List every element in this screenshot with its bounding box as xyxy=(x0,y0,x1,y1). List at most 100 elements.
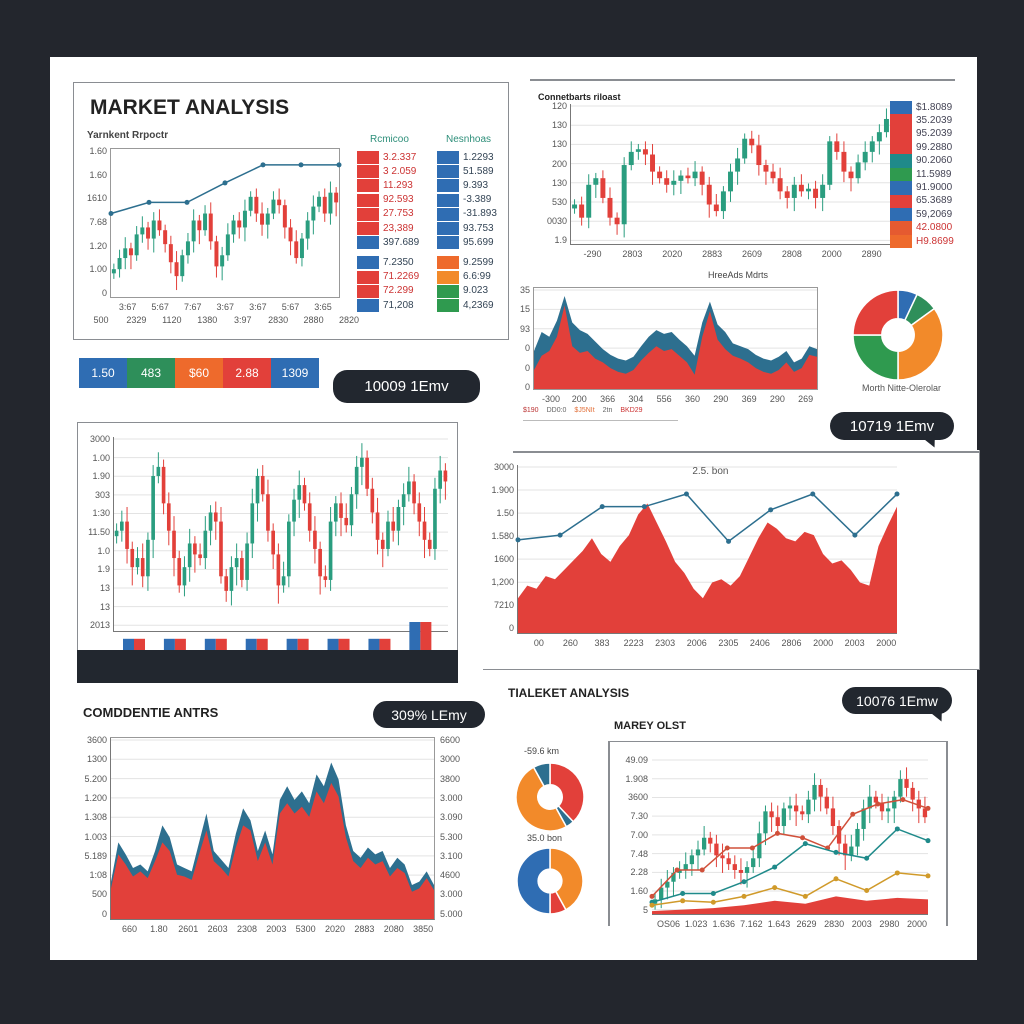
legend-value: 90.2060 xyxy=(916,155,953,167)
x-tick-label: 5300 xyxy=(295,924,316,934)
candle-body xyxy=(174,262,179,277)
line-point xyxy=(680,898,686,904)
chart-canvas xyxy=(114,438,448,626)
line-point xyxy=(802,841,808,847)
x-tick-label: 2609 xyxy=(742,249,763,259)
line-point xyxy=(336,162,342,168)
x-tick-label: 3:67 xyxy=(118,302,137,312)
candle-body xyxy=(168,244,173,263)
candle-body xyxy=(628,151,634,166)
y-tick-label: 1.9 xyxy=(554,235,567,246)
candle-body xyxy=(784,191,790,198)
y-tick-label: 2013 xyxy=(89,620,110,631)
line-point xyxy=(649,902,655,908)
line-point xyxy=(894,491,900,497)
x-tick-label: 2830 xyxy=(824,919,845,929)
candle-body xyxy=(237,220,242,228)
candle-body xyxy=(187,543,192,568)
legend-row: 4,2369 xyxy=(437,299,494,312)
y-tick-label: 303 xyxy=(94,489,110,500)
donut-chart-2 xyxy=(515,762,585,832)
candle-body xyxy=(869,141,875,152)
divider xyxy=(608,741,610,926)
candle-body xyxy=(288,227,293,242)
legend-value: H9.8699 xyxy=(916,235,954,247)
legend-swatch xyxy=(437,179,459,193)
x-tick-label: 2006 xyxy=(686,638,707,648)
line-point xyxy=(833,849,839,855)
legend-value: 92.593 xyxy=(383,194,414,206)
legend-row: 91.9000 xyxy=(890,181,952,195)
top-right-chart-title: Connetbarts riloast xyxy=(538,92,621,102)
candle-body xyxy=(240,558,244,580)
y-tick-label: 1.90 xyxy=(92,471,110,482)
legend-row: 397.689 xyxy=(357,236,419,250)
chart-canvas xyxy=(108,162,342,291)
candle-body xyxy=(812,784,817,800)
candle-body xyxy=(334,192,339,203)
divider xyxy=(946,741,948,926)
y-tick-label-right: 6600 xyxy=(440,735,461,745)
line-point xyxy=(900,797,906,803)
x-tick-label: 2629 xyxy=(796,919,817,929)
candle-body xyxy=(714,843,719,856)
candle-body xyxy=(763,165,769,172)
y-tick-label: 0 xyxy=(508,623,514,634)
legend-value: 3 2.059 xyxy=(383,165,417,177)
y-tick-label: 0 xyxy=(524,381,530,392)
y-tick-label: 0 xyxy=(101,288,107,299)
candle-body xyxy=(728,171,733,192)
y-tick-label: 200 xyxy=(551,158,567,169)
legend-swatch xyxy=(357,179,379,193)
candle-body xyxy=(738,870,744,873)
candle-body xyxy=(885,808,891,812)
x-tick-label: 2406 xyxy=(749,638,770,648)
divider xyxy=(110,737,435,738)
y-tick-label: 49.09 xyxy=(625,755,648,765)
legend-swatch xyxy=(357,222,379,235)
line-point xyxy=(184,199,190,205)
y-tick-label-right: 3800 xyxy=(440,773,461,784)
candle-body xyxy=(586,184,592,218)
area-line-chart: 2.5. bon 3000 1.900 1.50 1.580 1600 1,200 7210 0… xyxy=(491,462,900,648)
candle-body xyxy=(401,494,406,507)
legend-swatch xyxy=(437,299,459,312)
line-point xyxy=(741,879,747,885)
candle-body xyxy=(775,817,780,827)
legend-value: 65.3689 xyxy=(916,195,953,207)
legend-swatch xyxy=(357,236,379,250)
legend-row: 71.2269 xyxy=(357,270,419,284)
candle-body xyxy=(322,196,327,214)
candle-body xyxy=(208,512,213,531)
mini-legend-item: $190 xyxy=(523,407,539,414)
line-point xyxy=(802,893,808,899)
legend-value: 95.2039 xyxy=(916,128,953,140)
legend-row: 9.2599 xyxy=(437,256,494,270)
candle-body xyxy=(294,241,299,259)
candle-body xyxy=(443,470,448,482)
y-tick-label: 3000 xyxy=(493,462,514,472)
y-tick-label: 35 xyxy=(519,285,530,295)
candle-body xyxy=(699,171,705,185)
legend-row: -3.389 xyxy=(437,193,491,207)
legend-row: 1.2293 xyxy=(437,151,494,164)
legend-swatch xyxy=(890,194,912,208)
volume-bar xyxy=(245,638,257,650)
y-tick-label: 130 xyxy=(551,120,567,131)
candle-body xyxy=(125,521,129,549)
legend-row: 90.2060 xyxy=(890,154,953,168)
candle-body xyxy=(130,548,135,568)
x-tick-label: -300 xyxy=(541,394,560,404)
area-series xyxy=(111,782,434,919)
y-tick-label: 0030 xyxy=(546,216,567,227)
candle-body xyxy=(111,269,116,274)
candle-body xyxy=(742,138,748,159)
x-tick-label: 2000 xyxy=(876,638,897,648)
candle-body xyxy=(182,567,187,586)
candle-body xyxy=(203,530,208,559)
volume-bar xyxy=(286,638,298,650)
y-tick-label: 1.50 xyxy=(496,508,514,519)
candle-body xyxy=(843,843,848,856)
volume-bar xyxy=(204,638,216,650)
y-tick-label: 13 xyxy=(99,601,110,612)
